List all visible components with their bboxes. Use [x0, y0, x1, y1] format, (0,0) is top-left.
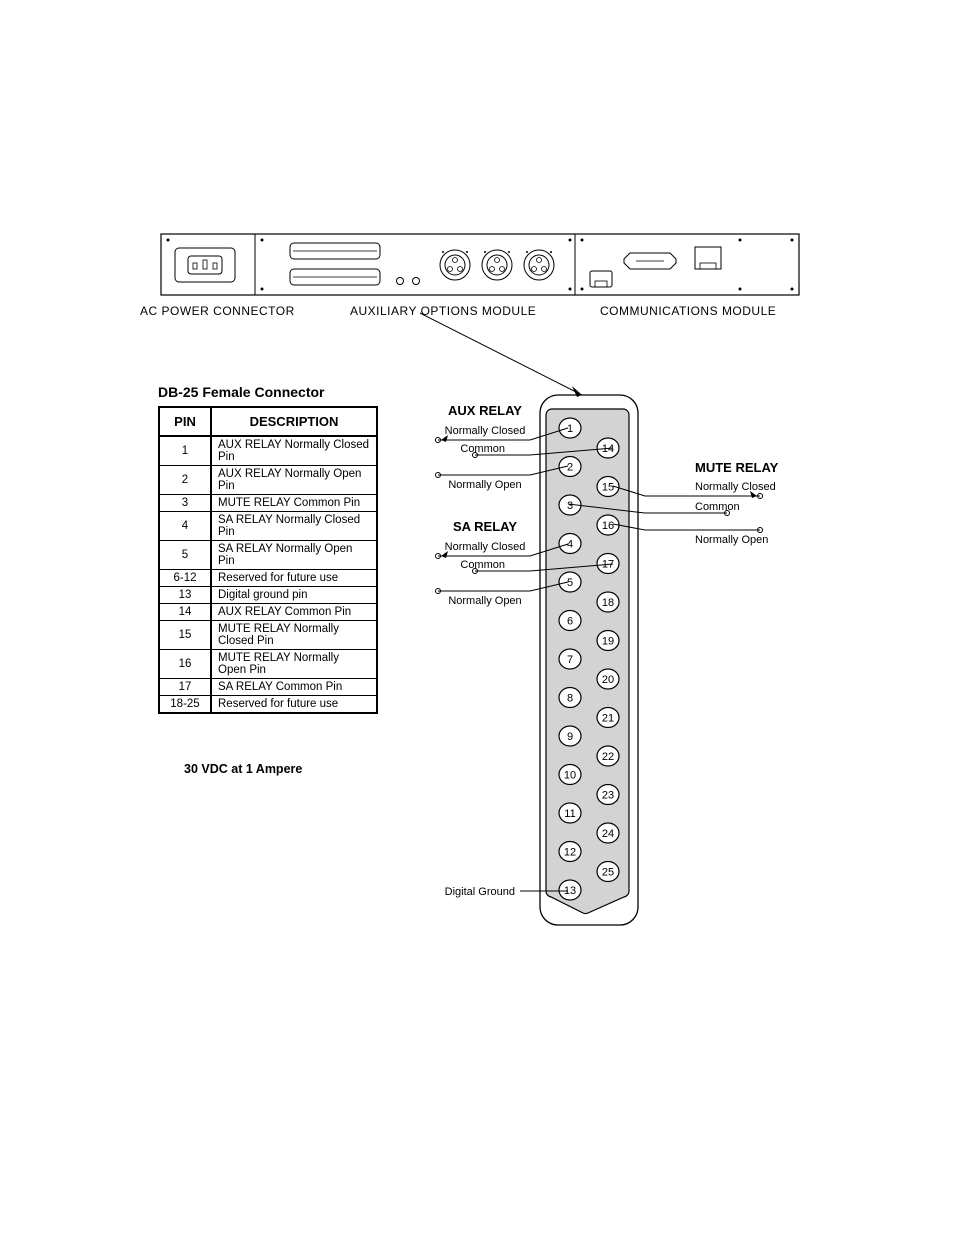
pin-number: 11: [564, 808, 575, 820]
desc-cell: SA RELAY Common Pin: [211, 679, 377, 696]
desc-cell: MUTE RELAY Common Pin: [211, 495, 377, 512]
desc-cell: MUTE RELAY Normally Open Pin: [211, 650, 377, 679]
pin-cell: 4: [159, 512, 211, 541]
pin-cell: 14: [159, 604, 211, 621]
pin-table-head-pin: PIN: [159, 407, 211, 436]
table-row: 13Digital ground pin: [159, 587, 377, 604]
pin-cell: 18-25: [159, 696, 211, 714]
pin-number: 16: [602, 520, 614, 532]
table-row: 6-12Reserved for future use: [159, 570, 377, 587]
sa-relay-common: Common: [460, 559, 505, 571]
sa-relay-no: Normally Open: [448, 595, 521, 607]
pin-number: 7: [567, 654, 573, 666]
sa-relay-title: SA RELAY: [453, 519, 517, 534]
pin-number: 2: [567, 462, 573, 474]
pin-cell: 16: [159, 650, 211, 679]
aux-relay-nc: Normally Closed: [445, 425, 526, 437]
aux-relay-no: Normally Open: [448, 479, 521, 491]
pin-number: 12: [564, 847, 576, 859]
pin-number: 6: [567, 616, 573, 628]
mute-relay-nc: Normally Closed: [695, 481, 776, 493]
pinout-diagram: 12345678910111213 1415161718192021222324…: [420, 300, 800, 940]
desc-cell: AUX RELAY Common Pin: [211, 604, 377, 621]
digital-ground-label: Digital Ground: [445, 886, 515, 898]
pin-cell: 2: [159, 466, 211, 495]
pin-number: 3: [567, 500, 573, 512]
pin-cell: 15: [159, 621, 211, 650]
pin-number: 10: [564, 770, 576, 782]
db25-title: DB-25 Female Connector: [158, 384, 324, 400]
pin-number: 8: [567, 693, 573, 705]
desc-cell: SA RELAY Normally Open Pin: [211, 541, 377, 570]
desc-cell: Reserved for future use: [211, 570, 377, 587]
pin-number: 22: [602, 751, 614, 763]
pin-table: PIN DESCRIPTION 1AUX RELAY Normally Clos…: [158, 406, 378, 714]
pin-cell: 1: [159, 436, 211, 466]
pin-number: 21: [602, 713, 614, 725]
pin-number: 24: [602, 828, 614, 840]
desc-cell: AUX RELAY Normally Open Pin: [211, 466, 377, 495]
label-ac-power: AC POWER CONNECTOR: [140, 304, 295, 318]
table-row: 14AUX RELAY Common Pin: [159, 604, 377, 621]
pin-number: 18: [602, 597, 614, 609]
voltage-rating: 30 VDC at 1 Ampere: [184, 762, 302, 776]
table-row: 2AUX RELAY Normally Open Pin: [159, 466, 377, 495]
rear-panel-drawing: [160, 233, 800, 296]
desc-cell: SA RELAY Normally Closed Pin: [211, 512, 377, 541]
pin-number: 15: [602, 482, 614, 494]
pin-cell: 13: [159, 587, 211, 604]
pin-number: 25: [602, 867, 614, 879]
aux-relay-common: Common: [460, 443, 505, 455]
pin-cell: 3: [159, 495, 211, 512]
desc-cell: Reserved for future use: [211, 696, 377, 714]
page: AC POWER CONNECTOR AUXILIARY OPTIONS MOD…: [0, 0, 954, 1235]
desc-cell: MUTE RELAY Normally Closed Pin: [211, 621, 377, 650]
pin-cell: 17: [159, 679, 211, 696]
pin-number: 20: [602, 674, 614, 686]
table-row: 16MUTE RELAY Normally Open Pin: [159, 650, 377, 679]
pin-number: 5: [567, 577, 573, 589]
sa-relay-nc: Normally Closed: [445, 541, 526, 553]
pin-number: 9: [567, 731, 573, 743]
aux-relay-title: AUX RELAY: [448, 403, 522, 418]
mute-relay-title: MUTE RELAY: [695, 460, 779, 475]
pin-cell: 6-12: [159, 570, 211, 587]
table-row: 18-25Reserved for future use: [159, 696, 377, 714]
mute-relay-common: Common: [695, 501, 740, 513]
pin-number: 1: [567, 423, 573, 435]
desc-cell: AUX RELAY Normally Closed Pin: [211, 436, 377, 466]
pin-table-head-desc: DESCRIPTION: [211, 407, 377, 436]
table-row: 15MUTE RELAY Normally Closed Pin: [159, 621, 377, 650]
pin-number: 23: [602, 790, 614, 802]
mute-relay-no: Normally Open: [695, 534, 768, 546]
table-row: 4SA RELAY Normally Closed Pin: [159, 512, 377, 541]
table-row: 17SA RELAY Common Pin: [159, 679, 377, 696]
pin-number: 19: [602, 636, 614, 648]
desc-cell: Digital ground pin: [211, 587, 377, 604]
pin-cell: 5: [159, 541, 211, 570]
table-row: 3MUTE RELAY Common Pin: [159, 495, 377, 512]
table-row: 1AUX RELAY Normally Closed Pin: [159, 436, 377, 466]
table-row: 5SA RELAY Normally Open Pin: [159, 541, 377, 570]
